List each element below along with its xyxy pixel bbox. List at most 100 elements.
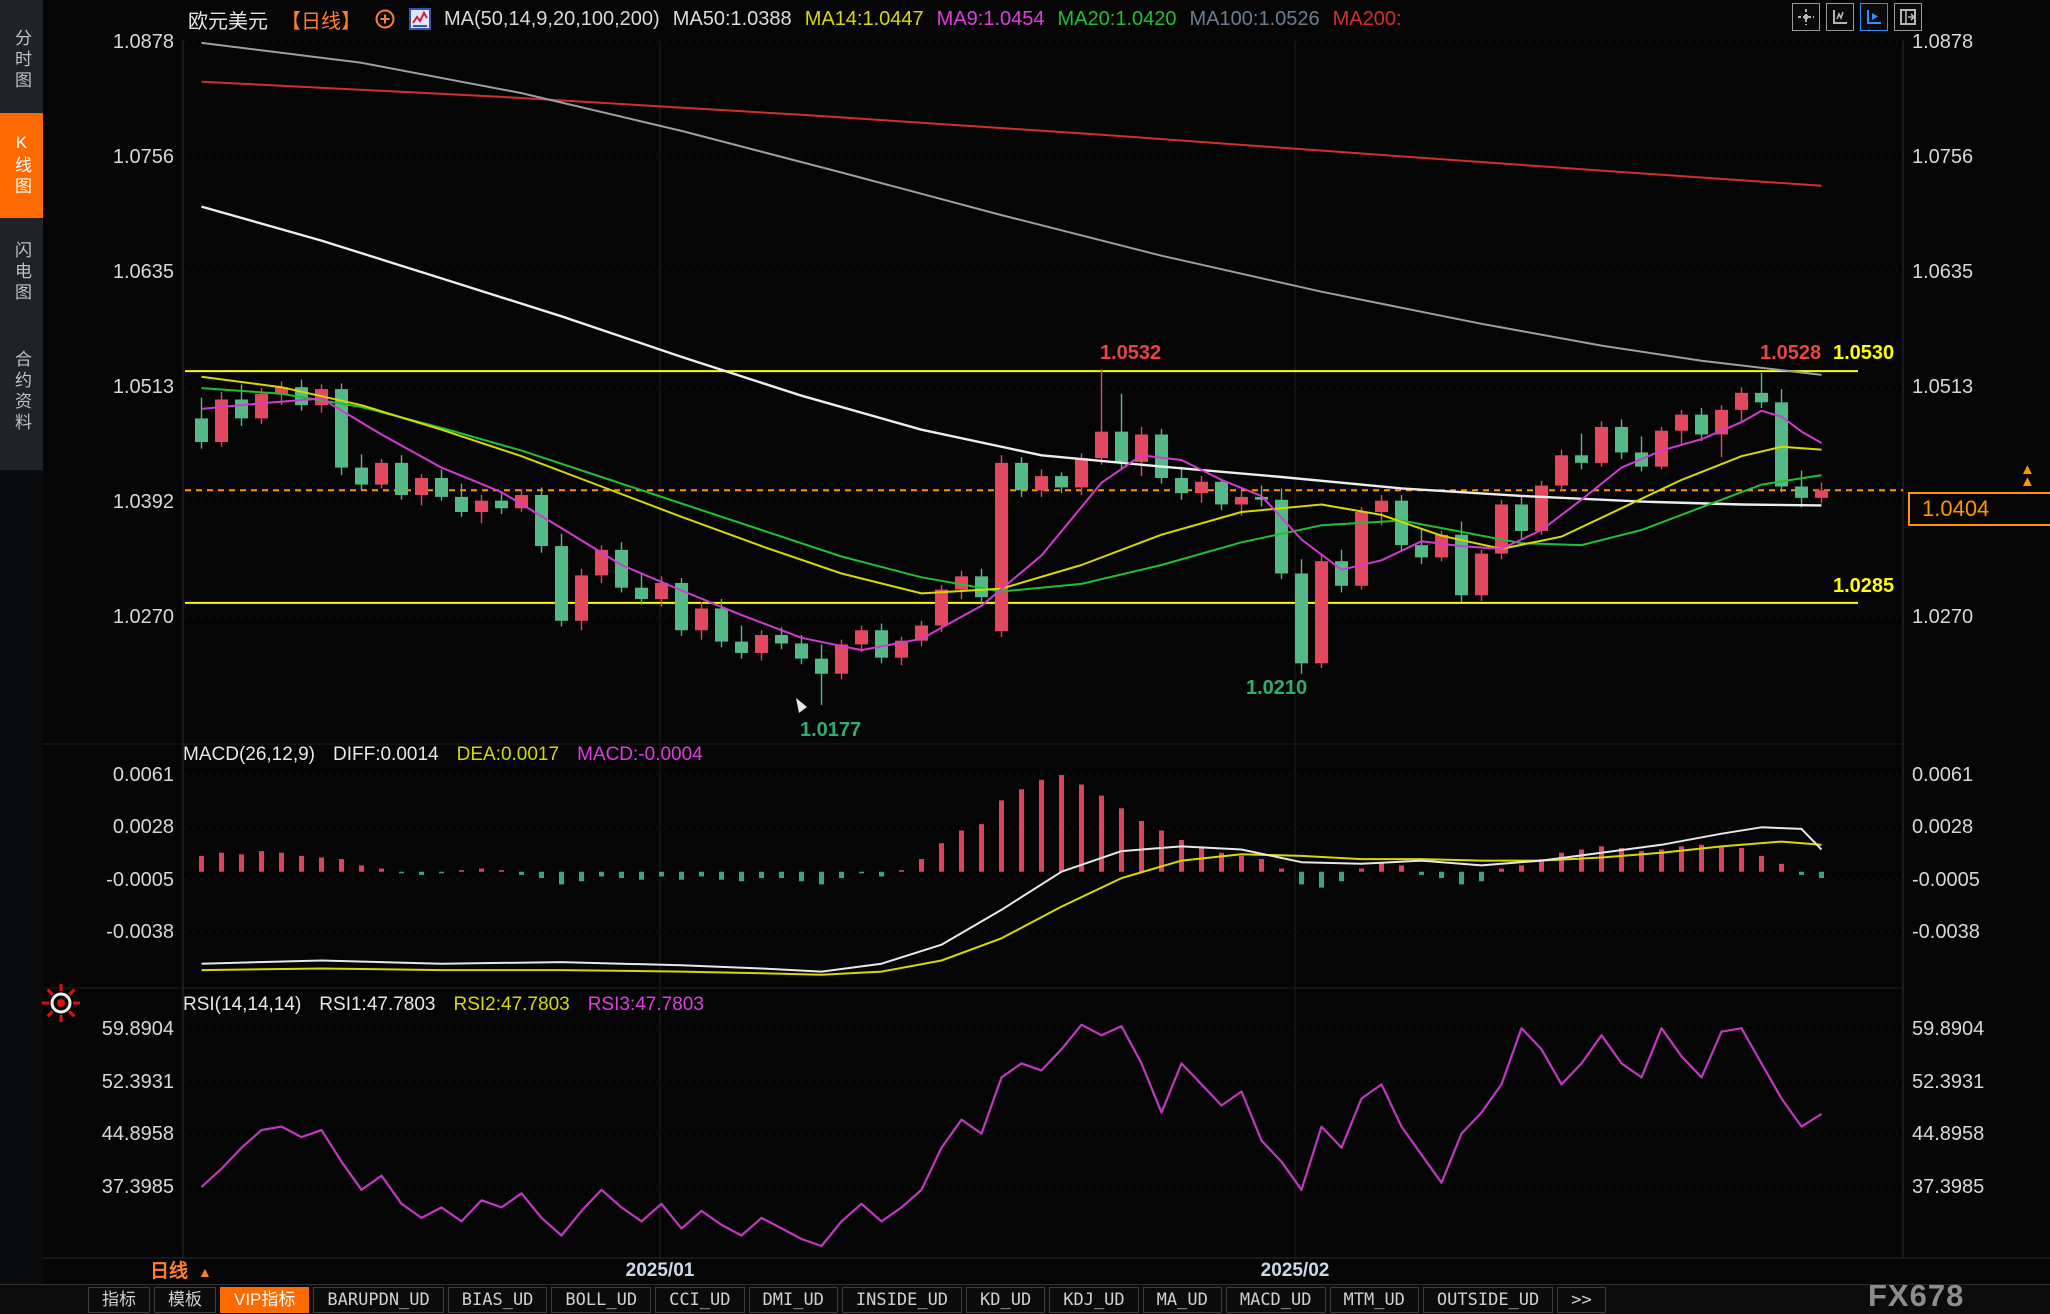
price-axis-label-left: 1.0635	[112, 260, 174, 283]
candle-body	[255, 393, 268, 419]
axis-scale-icon[interactable]	[1826, 3, 1854, 31]
indicator-tab-BOLL_UD[interactable]: BOLL_UD	[551, 1286, 652, 1313]
candle-body	[755, 634, 768, 653]
price-axis-label-left: 1.0878	[112, 31, 174, 53]
candle-body	[275, 387, 288, 394]
sidebar-tab-lightning-chart[interactable]: 闪电图	[0, 222, 43, 322]
macd-histogram-bar	[799, 871, 804, 882]
macd-histogram-bar	[819, 871, 824, 885]
candle-body	[1775, 402, 1788, 487]
candle-body	[235, 399, 248, 419]
rsi-axis-label-left: 37.3985	[101, 1176, 174, 1198]
chart-header: 欧元美元 【日线】 MA(50,14,9,20,100,200) MA50:1.…	[188, 4, 1402, 34]
indicator-tab-MA_UD[interactable]: MA_UD	[1142, 1286, 1222, 1313]
macd-histogram-bar	[299, 855, 304, 872]
sidebar-tab-label: 合约资料	[12, 350, 31, 434]
period-tag[interactable]: 【日线】	[281, 10, 361, 33]
candle-body	[815, 658, 828, 674]
macd-histogram-bar	[1179, 840, 1184, 872]
macd-histogram-bar	[1539, 859, 1544, 872]
macd-histogram-bar	[1599, 846, 1604, 872]
macd-histogram-bar	[239, 854, 244, 872]
pan-tool-icon[interactable]	[1792, 3, 1820, 31]
indicator-tab-KD_UD[interactable]: KD_UD	[966, 1286, 1046, 1313]
candle-body	[895, 640, 908, 658]
indicator-tab-VIP指标[interactable]: VIP指标	[220, 1286, 310, 1313]
macd-histogram-bar	[619, 871, 624, 879]
period-indicator[interactable]: 日线 ▲	[150, 1256, 212, 1283]
indicator-tab-KDJ_UD[interactable]: KDJ_UD	[1049, 1286, 1139, 1313]
macd-histogram-bar	[439, 871, 444, 874]
ma100-line	[201, 41, 1822, 376]
candle-body	[955, 576, 968, 590]
macd-histogram-bar	[699, 871, 704, 877]
indicator-tab-MACD_UD[interactable]: MACD_UD	[1225, 1286, 1326, 1313]
sidebar-tab-contract-info[interactable]: 合约资料	[0, 326, 43, 458]
dock-panel-icon[interactable]	[1894, 3, 1922, 31]
candle-body	[435, 477, 448, 497]
sidebar-background	[0, 0, 43, 470]
macd-histogram-bar	[1359, 868, 1364, 872]
indicator-tab-MTM_UD[interactable]: MTM_UD	[1329, 1286, 1419, 1313]
macd-histogram-bar	[1119, 808, 1124, 872]
macd-header: MACD(26,12,9) DIFF:0.0014 DEA:0.0017 MAC…	[183, 744, 703, 766]
macd-histogram-bar	[759, 871, 764, 879]
macd-dea-line	[201, 840, 1822, 976]
macd-histogram-bar	[919, 859, 924, 872]
macd-histogram-bar	[1319, 871, 1324, 888]
record-icon[interactable]	[38, 980, 84, 1031]
macd-histogram-bar	[779, 871, 784, 879]
indicator-tab-BIAS_UD[interactable]: BIAS_UD	[447, 1286, 548, 1313]
indicator-tab-CCI_UD[interactable]: CCI_UD	[655, 1286, 745, 1313]
legend-ma50: MA50:1.0388	[672, 7, 792, 30]
price-annotation-1.0285: 1.0285	[1833, 575, 1895, 597]
macd-histogram-bar	[579, 871, 584, 882]
indicator-tab->>[interactable]: >>	[1557, 1286, 1606, 1313]
indicator-toolbar: 指标 模板 VIP指标 BARUPDN_UD BIAS_UD BOLL_UD CCI_UD D…	[0, 1284, 2050, 1314]
candle-body	[655, 582, 668, 600]
macd-histogram-bar	[1559, 852, 1564, 872]
candle-body	[415, 477, 428, 496]
macd-histogram-bar	[1679, 846, 1684, 872]
low-cursor-mark	[796, 698, 807, 713]
sidebar-tab-kline-chart[interactable]: K线图	[0, 113, 43, 218]
macd-dea-value: DEA:0.0017	[456, 744, 560, 765]
chart-type-icon[interactable]	[409, 8, 431, 30]
legend-ma100: MA100:1.0526	[1189, 7, 1320, 30]
indicator-tab-OUTSIDE_UD[interactable]: OUTSIDE_UD	[1422, 1286, 1554, 1313]
candle-body	[715, 608, 728, 642]
macd-histogram-bar	[1159, 830, 1164, 872]
indicator-tab-模板[interactable]: 模板	[154, 1286, 216, 1313]
axis-play-icon[interactable]	[1860, 3, 1888, 31]
candle-body	[1335, 561, 1348, 586]
macd-histogram-bar	[1479, 871, 1484, 882]
candle-body	[1435, 534, 1448, 558]
rsi-axis-label-right: 44.8958	[1912, 1123, 1985, 1146]
candle-body	[615, 549, 628, 588]
indicator-tab-DMI_UD[interactable]: DMI_UD	[748, 1286, 838, 1313]
candle-body	[1235, 496, 1248, 505]
current-price-box[interactable]: 1.0404	[1908, 492, 2050, 526]
sidebar-tab-time-chart[interactable]: 分时图	[0, 10, 43, 110]
candle-body	[515, 495, 528, 509]
macd-histogram-bar	[719, 871, 724, 880]
legend-ma14: MA14:1.0447	[804, 7, 924, 30]
add-indicator-icon[interactable]	[374, 8, 396, 30]
candle-body	[1755, 392, 1768, 403]
macd-histogram-bar	[1279, 868, 1284, 872]
legend-ma20: MA20:1.0420	[1057, 7, 1177, 30]
ma-settings: MA(50,14,9,20,100,200)	[444, 7, 660, 30]
macd-histogram-bar	[199, 855, 204, 872]
macd-histogram-bar	[1519, 865, 1524, 872]
candle-body	[735, 641, 748, 653]
indicator-tab-BARUPDN_UD[interactable]: BARUPDN_UD	[313, 1286, 444, 1313]
ma50-line	[201, 205, 1822, 507]
macd-histogram-bar	[1439, 871, 1444, 879]
macd-histogram-bar	[1579, 849, 1584, 872]
macd-histogram-bar	[1499, 868, 1504, 872]
candle-body	[1055, 476, 1068, 488]
indicator-tab-指标[interactable]: 指标	[88, 1286, 150, 1313]
watermark: FX678	[1868, 1278, 1965, 1313]
indicator-tab-INSIDE_UD[interactable]: INSIDE_UD	[841, 1286, 963, 1313]
